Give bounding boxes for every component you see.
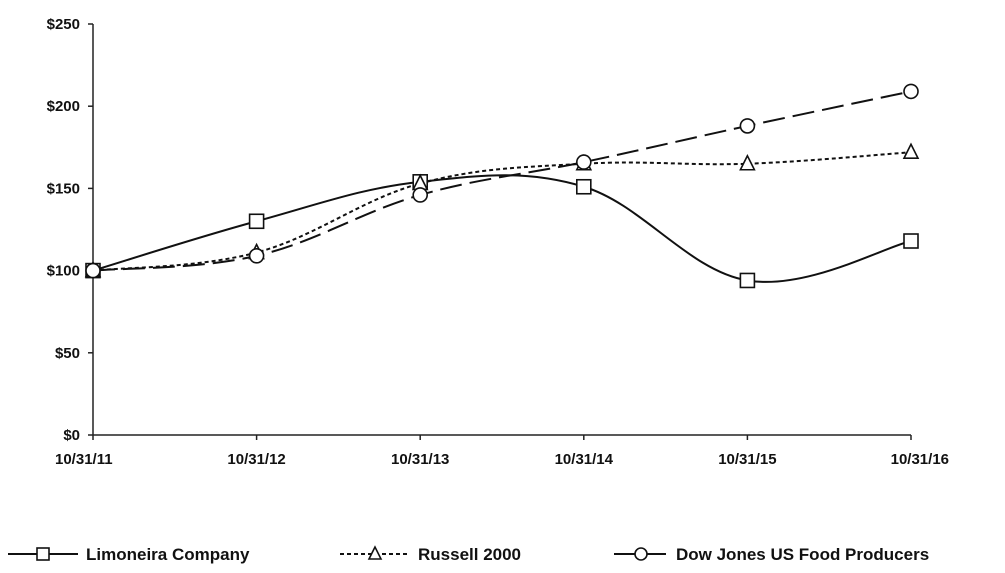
legend-marker-triangle [367,545,383,560]
legend-item-dow-jones-us-food-producers: Dow Jones US Food Producers [614,545,929,564]
data-point-russell-2000 [902,142,920,160]
y-axis-ticks: $0 $50 $100 $150 $200 $250 [47,16,93,444]
x-tick-label: 10/31/11 [55,451,113,468]
legend-marker-square [36,547,50,561]
y-tick-label: $200 [47,98,80,115]
data-point-dow-jones-us-food-producers [903,83,919,100]
legend-label: Limoneira Company [86,545,250,564]
legend-item-russell-2000: Russell 2000 [340,545,521,564]
legend-label: Dow Jones US Food Producers [676,545,929,564]
legend-item-limoneira-company: Limoneira Company [8,545,250,564]
x-tick-label: 10/31/14 [555,451,614,468]
x-axis-ticks: 10/31/11 10/31/12 10/31/13 10/31/14 10/31/15… [55,435,949,468]
y-tick-label: $50 [55,345,80,362]
data-point-limoneira-company [575,178,592,195]
data-point-russell-2000 [739,153,756,171]
data-point-dow-jones-us-food-producers [412,187,429,203]
legend: Limoneira Company Russell 2000 Dow Jones U… [8,545,929,564]
data-point-dow-jones-us-food-producers [248,248,265,264]
y-tick-label: $150 [47,180,80,197]
data-point-limoneira-company [248,213,265,230]
series-line-limoneira-company [92,174,912,283]
legend-marker-circle [634,547,648,561]
legend-label: Russell 2000 [418,545,521,564]
series-line-russell-2000 [92,151,912,272]
x-tick-label: 10/31/15 [718,451,776,468]
data-point-dow-jones-us-food-producers [85,262,101,279]
y-tick-label: $100 [47,263,80,280]
data-point-limoneira-company [739,272,756,289]
x-tick-label: 10/31/12 [227,451,285,468]
data-point-limoneira-company [903,233,919,249]
x-tick-label: 10/31/16 [891,451,949,468]
y-tick-label: $0 [63,427,80,444]
series-layer [84,83,920,289]
data-point-dow-jones-us-food-producers [739,118,756,134]
y-tick-label: $250 [47,16,80,33]
data-point-dow-jones-us-food-producers [575,154,592,170]
series-line-dow-jones-us-food-producers [92,90,912,272]
x-tick-label: 10/31/13 [391,451,449,468]
